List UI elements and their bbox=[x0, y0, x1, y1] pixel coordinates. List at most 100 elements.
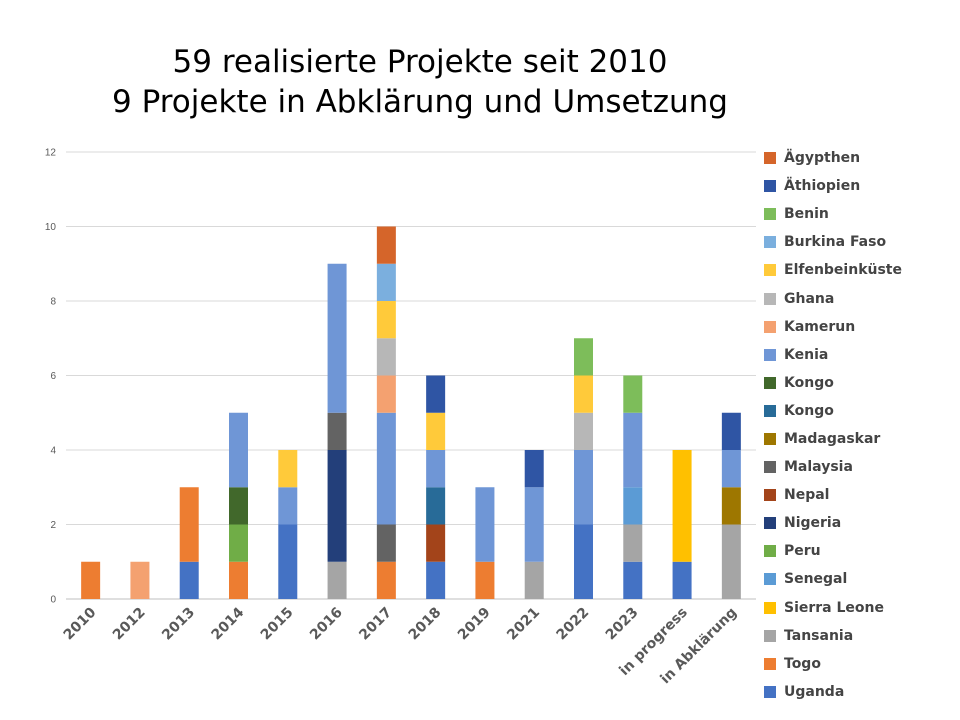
bar-segment bbox=[376, 338, 396, 376]
bar-segment bbox=[623, 524, 643, 562]
legend-item: Peru bbox=[764, 537, 954, 565]
bar-segment bbox=[81, 561, 101, 599]
x-tick-label: 2015 bbox=[258, 605, 297, 644]
x-tick-label: 2021 bbox=[504, 605, 543, 644]
legend-swatch bbox=[764, 180, 776, 193]
legend-label: Nepal bbox=[784, 487, 830, 504]
y-tick-label: 4 bbox=[50, 446, 56, 457]
bar-segment bbox=[229, 524, 248, 562]
bar-segment bbox=[376, 561, 396, 599]
legend-label: Uganda bbox=[784, 683, 845, 700]
bar-segment bbox=[278, 524, 298, 599]
y-tick-label: 2 bbox=[50, 520, 56, 531]
bar-segment bbox=[524, 487, 544, 562]
legend-label: Madagaskar bbox=[784, 430, 881, 447]
bar-segment bbox=[672, 561, 692, 599]
legend-item: Ägypthen bbox=[764, 144, 954, 172]
x-tick-label: 2010 bbox=[61, 604, 100, 643]
x-tick-label: 2022 bbox=[553, 605, 592, 644]
bar-segment bbox=[426, 561, 446, 599]
legend-item: Nepal bbox=[764, 481, 954, 509]
legend-item: Benin bbox=[764, 200, 954, 228]
bar-segment bbox=[623, 375, 643, 413]
y-tick-label: 8 bbox=[50, 297, 56, 308]
y-tick-label: 0 bbox=[50, 595, 56, 606]
legend-swatch bbox=[764, 461, 776, 474]
legend-label: Tansania bbox=[784, 627, 854, 644]
legend-swatch bbox=[764, 236, 776, 249]
bar-segment bbox=[623, 412, 643, 488]
legend-label: Burkina Faso bbox=[784, 234, 887, 251]
legend-item: Kenia bbox=[764, 341, 954, 369]
legend-swatch bbox=[764, 208, 776, 221]
legend-item: Ghana bbox=[764, 284, 954, 312]
legend-label: Benin bbox=[784, 206, 829, 223]
x-tick-label: 2023 bbox=[603, 605, 642, 644]
bar-segment bbox=[524, 561, 544, 599]
y-tick-label: 12 bbox=[45, 148, 57, 159]
legend-label: Elfenbeinküste bbox=[784, 262, 902, 279]
legend-item: Kongo bbox=[764, 397, 954, 425]
legend-swatch bbox=[764, 517, 776, 530]
y-tick-label: 10 bbox=[45, 222, 57, 233]
chart-legend: Ägypthen Äthiopien Benin Burkina Faso Elfenb… bbox=[764, 144, 954, 706]
bar-segment bbox=[376, 412, 396, 525]
bar-segment bbox=[574, 338, 593, 376]
chart-title: 59 realisierte Projekte seit 2010 9 Proj… bbox=[0, 42, 840, 122]
x-tick-label: 2014 bbox=[208, 604, 247, 643]
bar-segment bbox=[130, 561, 150, 599]
x-tick-label: 2017 bbox=[356, 605, 395, 644]
legend-label: Äthiopien bbox=[784, 178, 861, 195]
bar-segment bbox=[278, 487, 298, 525]
legend-swatch bbox=[764, 264, 776, 277]
legend-label: Kenia bbox=[784, 346, 829, 363]
legend-item: Burkina Faso bbox=[764, 228, 954, 256]
legend-label: Sierra Leone bbox=[784, 599, 885, 616]
y-tick-label: 6 bbox=[50, 371, 56, 382]
bar-segment bbox=[574, 524, 593, 599]
legend-swatch bbox=[764, 152, 776, 165]
bar-segment bbox=[278, 450, 298, 488]
legend-swatch bbox=[764, 292, 776, 305]
bar-segment bbox=[426, 375, 446, 413]
legend-swatch bbox=[764, 376, 776, 389]
legend-swatch bbox=[764, 545, 776, 558]
legend-item: Tansania bbox=[764, 622, 954, 650]
bar-segment bbox=[376, 375, 396, 413]
legend-item: Nigeria bbox=[764, 509, 954, 537]
bar-segment bbox=[721, 412, 741, 450]
legend-item: Senegal bbox=[764, 565, 954, 593]
legend-label: Ägypthen bbox=[784, 150, 861, 167]
chart-title-line-2: 9 Projekte in Abklärung und Umsetzung bbox=[112, 84, 728, 120]
legend-item: Madagaskar bbox=[764, 425, 954, 453]
bar-segment bbox=[179, 487, 199, 562]
bar-segment bbox=[426, 524, 446, 562]
legend-label: Malaysia bbox=[784, 459, 853, 476]
legend-swatch bbox=[764, 432, 776, 445]
x-tick-label: 2013 bbox=[159, 605, 198, 644]
bar-segment bbox=[229, 412, 248, 488]
legend-swatch bbox=[764, 573, 776, 586]
bar-segment bbox=[721, 524, 741, 599]
bar-segment bbox=[327, 561, 347, 599]
x-tick-label: 2016 bbox=[307, 605, 346, 644]
legend-label: Nigeria bbox=[784, 515, 842, 532]
bar-segment bbox=[721, 487, 741, 525]
bar-segment bbox=[426, 487, 446, 525]
bar-segment bbox=[229, 561, 248, 599]
bar-segment bbox=[327, 450, 347, 562]
bar-segment bbox=[574, 375, 593, 413]
legend-swatch bbox=[764, 348, 776, 361]
bar-segment bbox=[475, 487, 495, 562]
bar-segment bbox=[376, 226, 396, 264]
bar-segment bbox=[672, 450, 692, 562]
legend-label: Ghana bbox=[784, 290, 835, 307]
bar-segment bbox=[623, 561, 643, 599]
bar-segment bbox=[721, 450, 741, 488]
bar-segment bbox=[426, 450, 446, 488]
legend-swatch bbox=[764, 489, 776, 502]
bar-segment bbox=[376, 301, 396, 339]
bar-segment bbox=[475, 561, 495, 599]
legend-label: Kongo bbox=[784, 374, 834, 391]
